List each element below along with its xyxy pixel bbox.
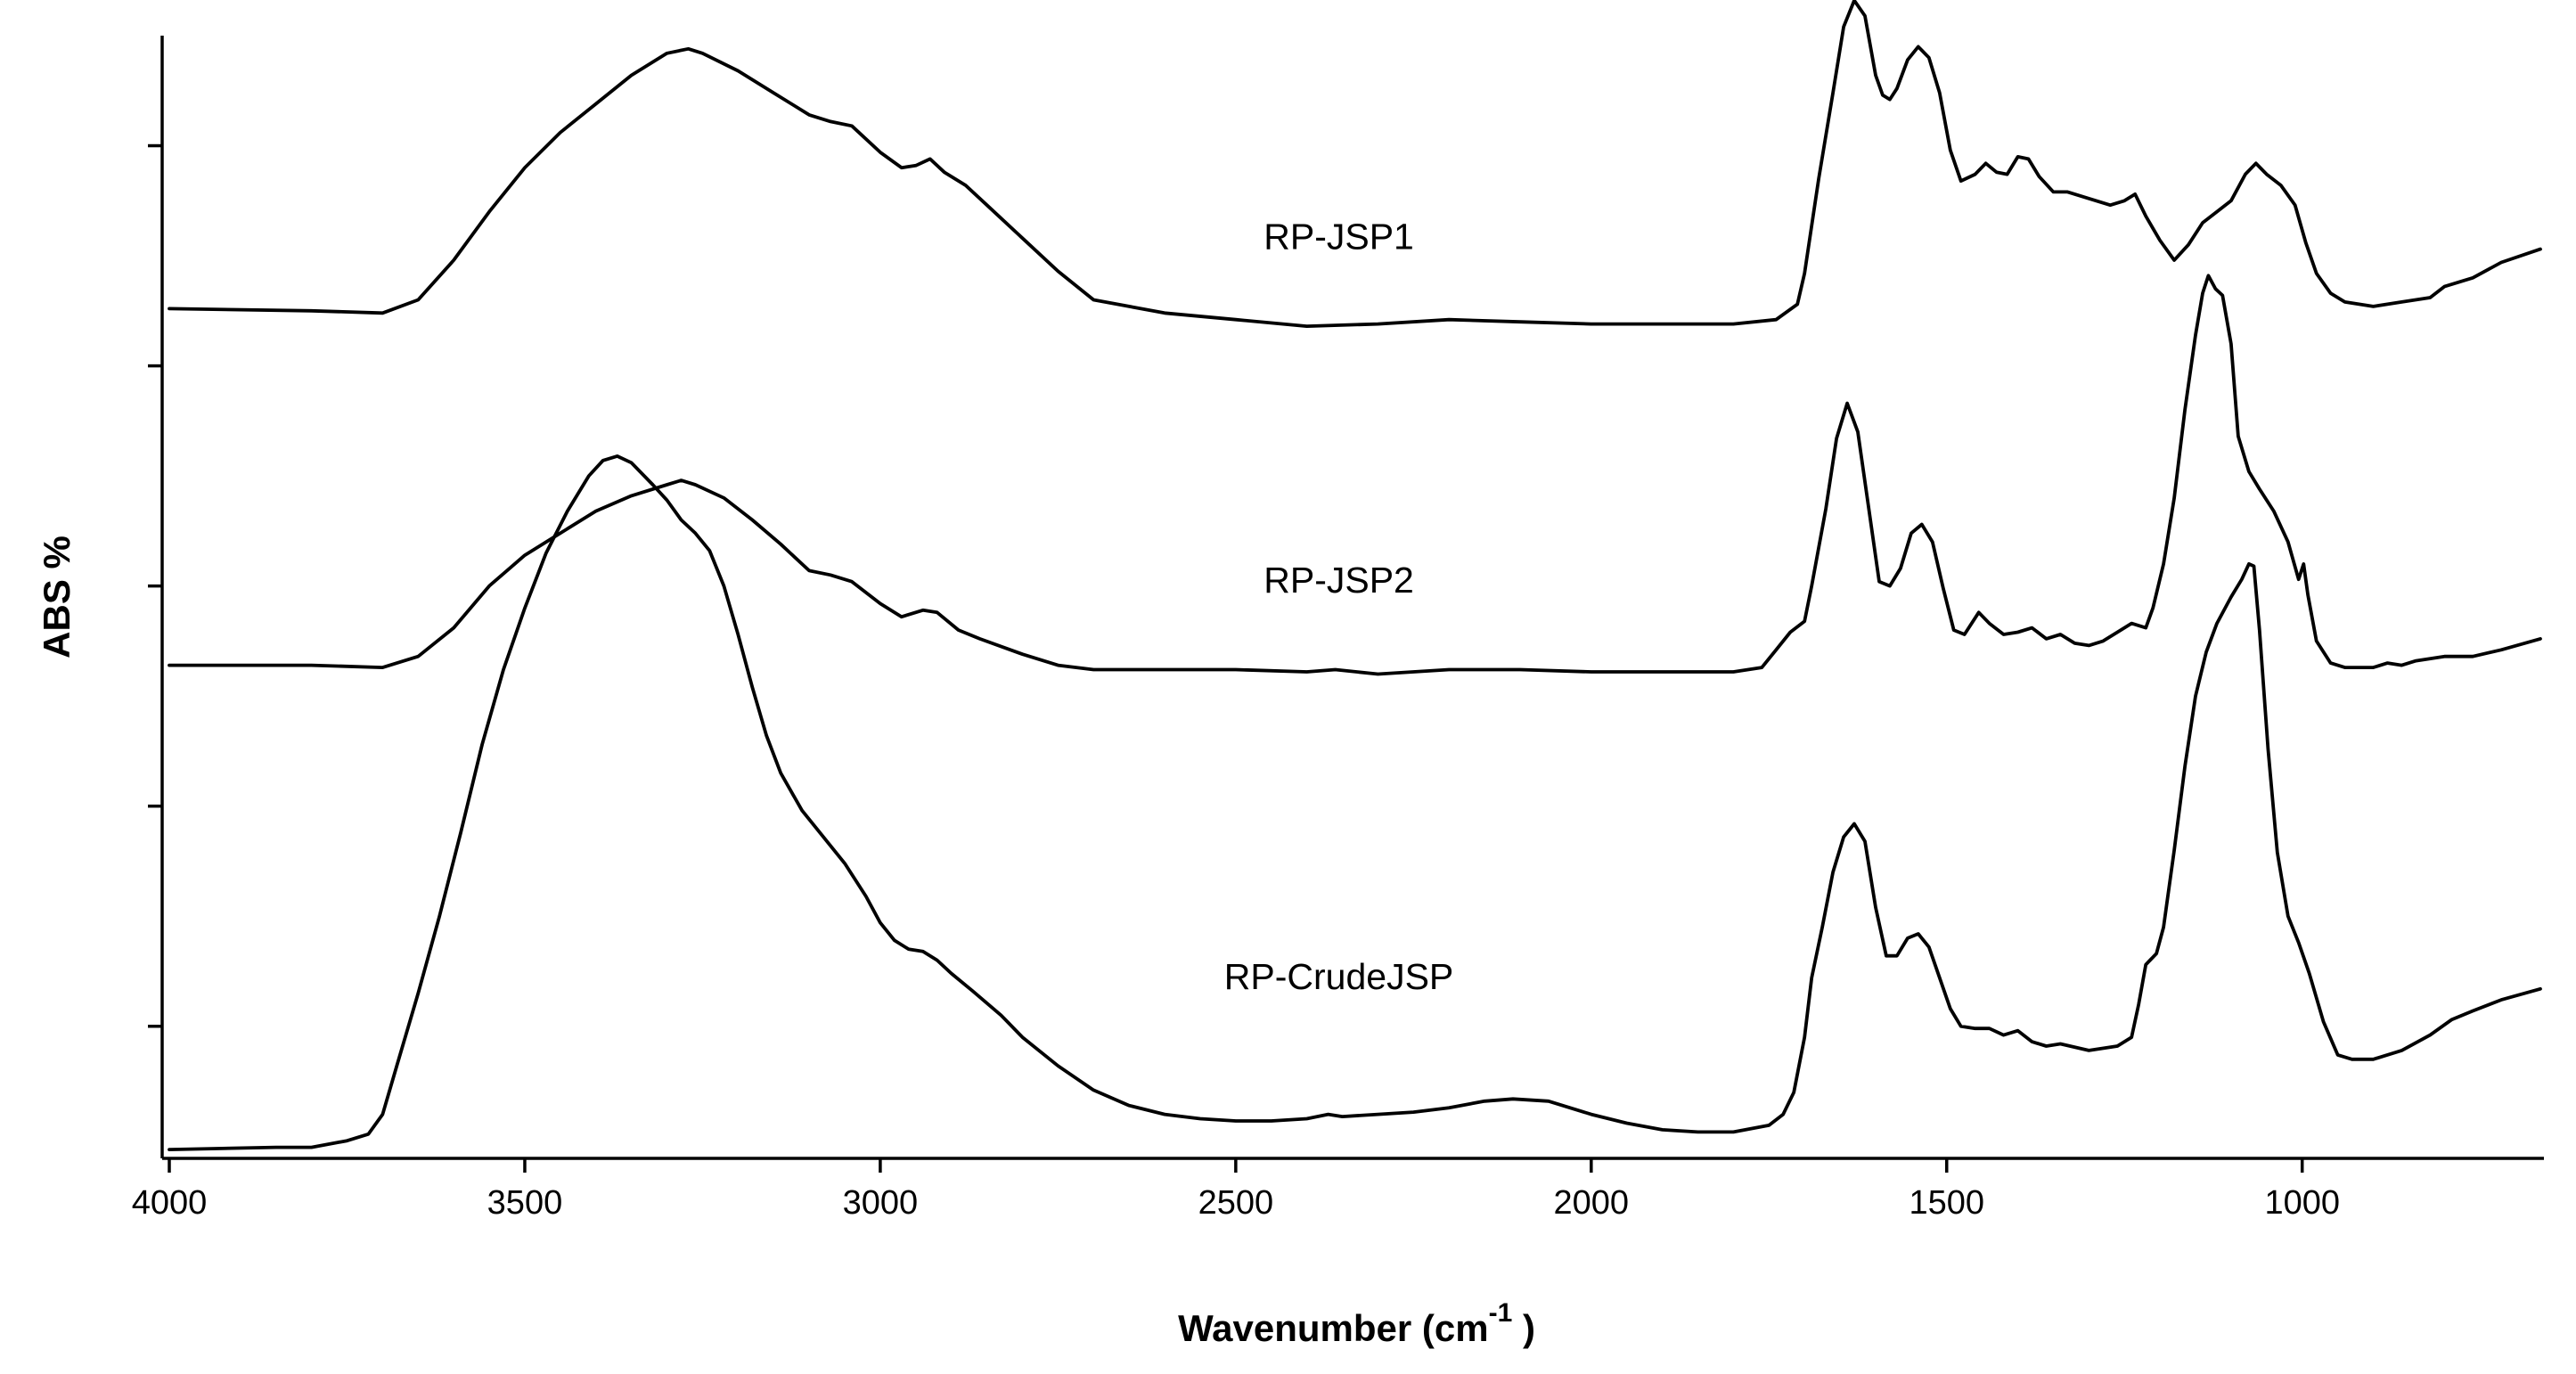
series-label-rp-crudejsp: RP-CrudeJSP bbox=[1224, 956, 1453, 997]
series-line-rp-jsp2 bbox=[168, 274, 2542, 676]
series-line-rp-jsp1 bbox=[168, 0, 2542, 328]
x-tick-label-1500: 1500 bbox=[1909, 1184, 1984, 1222]
x-tick-label-3500: 3500 bbox=[487, 1184, 563, 1222]
x-tick-label-4000: 4000 bbox=[132, 1184, 208, 1222]
x-tick-label-2500: 2500 bbox=[1198, 1184, 1274, 1222]
x-axis-title-superscript: -1 bbox=[1489, 1298, 1513, 1328]
y-axis-title: ABS % bbox=[36, 536, 78, 658]
y-axis-ticks bbox=[148, 143, 162, 1028]
axes bbox=[160, 36, 2544, 1160]
x-axis-title: Wavenumber (cm-1 ) bbox=[1178, 1298, 1535, 1349]
spectra-series bbox=[168, 0, 2542, 1151]
series-line-rp-crudejsp bbox=[168, 454, 2542, 1151]
series-label-rp-jsp1: RP-JSP1 bbox=[1263, 217, 1414, 258]
x-axis-title-text: Wavenumber (cm bbox=[1178, 1307, 1489, 1349]
x-tick-label-3000: 3000 bbox=[843, 1184, 919, 1222]
x-axis-title-suffix: ) bbox=[1512, 1307, 1535, 1349]
series-label-rp-jsp2: RP-JSP2 bbox=[1263, 560, 1414, 601]
x-tick-label-1000: 1000 bbox=[2264, 1184, 2340, 1222]
x-axis-ticks: 4000 3500 3000 2500 2000 1500 1000 bbox=[132, 1158, 2340, 1222]
x-tick-label-2000: 2000 bbox=[1554, 1184, 1630, 1222]
series-annotations: RP-JSP1 RP-JSP2 RP-CrudeJSP bbox=[1224, 217, 1453, 997]
